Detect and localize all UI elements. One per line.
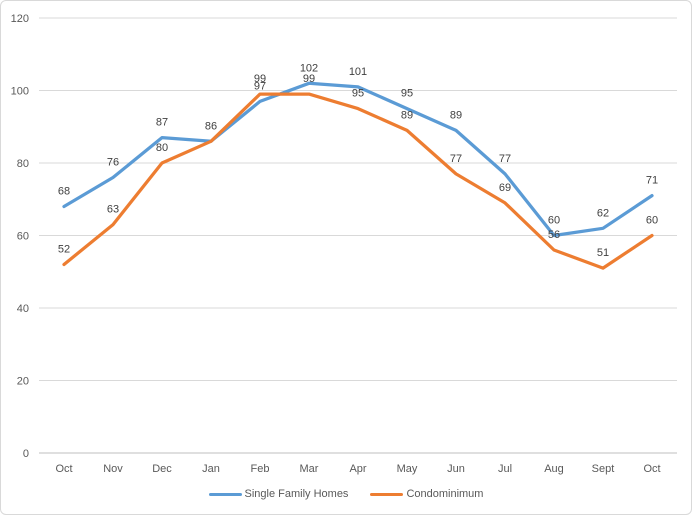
data-label: 63 <box>107 204 119 216</box>
data-label: 77 <box>499 153 511 165</box>
x-axis-tick-label: Oct <box>643 463 660 475</box>
x-axis-tick-label: Mar <box>300 463 319 475</box>
data-label: 77 <box>450 153 462 165</box>
data-label: 101 <box>349 66 367 78</box>
y-axis-tick-label: 80 <box>17 158 29 170</box>
y-axis-tick-label: 120 <box>11 13 29 25</box>
data-label: 95 <box>352 88 364 100</box>
series-line-single-family-homes <box>62 81 654 238</box>
x-axis-tick-label: Jul <box>498 463 512 475</box>
x-axis-tick-label: Feb <box>251 463 270 475</box>
data-label: 95 <box>401 88 413 100</box>
legend-label: Single Family Homes <box>244 487 349 500</box>
y-axis-tick-label: 20 <box>17 376 29 388</box>
data-label: 60 <box>548 215 560 227</box>
data-label: 62 <box>597 207 609 219</box>
y-axis-tick-label: 100 <box>11 86 29 98</box>
data-label: 52 <box>58 244 70 256</box>
data-label: 51 <box>597 247 609 259</box>
legend-line-marker <box>208 492 242 496</box>
data-label: 99 <box>303 73 315 85</box>
data-label: 76 <box>107 157 119 169</box>
x-axis-tick-label: Dec <box>152 463 172 475</box>
data-label: 69 <box>499 182 511 194</box>
x-axis-tick-label: Jan <box>202 463 220 475</box>
legend-line-marker <box>370 492 404 496</box>
y-axis-tick-label: 60 <box>17 231 29 243</box>
data-label: 89 <box>401 109 413 121</box>
x-axis-tick-label: Jun <box>447 463 465 475</box>
data-label: 87 <box>156 117 168 129</box>
x-axis-tick-label: Apr <box>349 463 366 475</box>
legend-item-condominimum: Condominimum <box>370 487 484 500</box>
data-label: 80 <box>156 142 168 154</box>
data-label: 97 <box>254 80 266 92</box>
data-label: 99 <box>254 73 266 85</box>
data-label: 86 <box>205 120 217 132</box>
data-label: 56 <box>548 229 560 241</box>
data-label: 89 <box>450 109 462 121</box>
y-axis-tick-label: 0 <box>23 448 29 460</box>
data-label: 60 <box>646 215 658 227</box>
legend-label: Condominimum <box>406 487 484 500</box>
chart-legend: Single Family Homes Condominimum <box>1 486 691 502</box>
data-label: 71 <box>646 175 658 187</box>
x-axis-tick-label: Oct <box>55 463 72 475</box>
data-label: 68 <box>58 186 70 198</box>
x-axis-tick-label: Aug <box>544 463 564 475</box>
legend-item-single-family-homes: Single Family Homes <box>208 487 349 500</box>
data-label: 102 <box>300 62 318 74</box>
x-axis-tick-label: Nov <box>103 463 123 475</box>
x-axis-tick-label: Sept <box>592 463 615 475</box>
y-axis-tick-label: 40 <box>17 303 29 315</box>
series-line-condominimum <box>62 92 654 270</box>
x-axis-tick-label: May <box>397 463 418 475</box>
